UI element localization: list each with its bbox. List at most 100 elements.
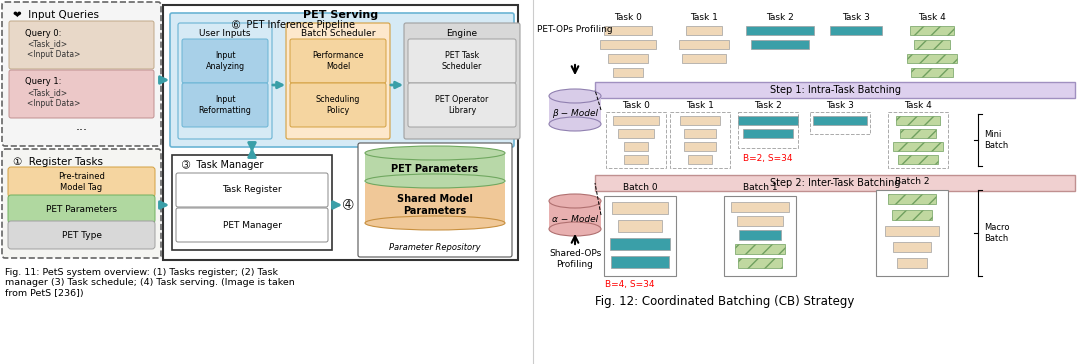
Text: Shared-OPs
Profiling: Shared-OPs Profiling (549, 249, 602, 269)
FancyBboxPatch shape (876, 190, 948, 276)
Text: ①  Register Tasks: ① Register Tasks (13, 157, 103, 167)
FancyBboxPatch shape (170, 13, 514, 147)
Text: Mini
Batch: Mini Batch (984, 130, 1009, 150)
Bar (743, 129, 793, 138)
Bar (746, 26, 814, 35)
Polygon shape (549, 201, 600, 229)
Text: PET Operator
Library: PET Operator Library (435, 95, 488, 115)
Bar (910, 26, 954, 35)
Text: α − Model: α − Model (552, 214, 598, 223)
FancyBboxPatch shape (183, 83, 268, 127)
Text: Engine: Engine (446, 29, 477, 39)
Text: ➂  Task Manager: ➂ Task Manager (183, 160, 264, 170)
Text: Performance
Model: Performance Model (312, 51, 364, 71)
FancyBboxPatch shape (183, 39, 268, 83)
Ellipse shape (365, 146, 505, 160)
FancyBboxPatch shape (8, 195, 156, 223)
Text: Query 1:: Query 1: (25, 78, 62, 87)
FancyBboxPatch shape (9, 21, 154, 69)
Bar (681, 54, 726, 63)
FancyBboxPatch shape (404, 23, 519, 139)
Text: User Inputs: User Inputs (199, 29, 251, 39)
Text: Task 4: Task 4 (918, 13, 946, 23)
Ellipse shape (365, 216, 505, 230)
Bar (739, 230, 781, 240)
Bar (813, 116, 867, 125)
Text: Task 1: Task 1 (686, 100, 714, 110)
FancyBboxPatch shape (888, 112, 948, 168)
Bar (688, 155, 712, 164)
Text: Task 3: Task 3 (842, 13, 869, 23)
Text: Input
Reformatting: Input Reformatting (199, 95, 252, 115)
Bar (611, 256, 669, 268)
FancyBboxPatch shape (9, 70, 154, 118)
Text: Pre-trained
Model Tag: Pre-trained Model Tag (58, 172, 105, 192)
Text: Task Register: Task Register (222, 186, 282, 194)
FancyBboxPatch shape (595, 175, 1075, 191)
FancyBboxPatch shape (2, 149, 161, 258)
Bar (618, 129, 654, 138)
Ellipse shape (549, 194, 600, 208)
Bar (610, 238, 670, 250)
FancyBboxPatch shape (606, 112, 666, 168)
Text: PET Type: PET Type (62, 230, 102, 240)
Bar (731, 202, 789, 212)
Bar (912, 68, 953, 77)
Bar (680, 116, 720, 125)
Text: Fig. 12: Coordinated Batching (CB) Strategy: Fig. 12: Coordinated Batching (CB) Strat… (595, 295, 854, 308)
Bar (892, 210, 932, 220)
Bar (888, 194, 936, 204)
Text: Step 2: Inter-Task Batching: Step 2: Inter-Task Batching (770, 178, 901, 188)
Bar (885, 226, 939, 236)
Bar (600, 40, 656, 49)
Text: B=2, S=34: B=2, S=34 (743, 154, 793, 162)
Bar (679, 40, 729, 49)
Text: Task 2: Task 2 (754, 100, 782, 110)
Bar (624, 155, 648, 164)
FancyBboxPatch shape (724, 196, 796, 276)
Bar (684, 142, 716, 151)
Bar (613, 68, 643, 77)
Text: Task 3: Task 3 (826, 100, 854, 110)
FancyBboxPatch shape (286, 23, 390, 139)
Text: PET Task
Scheduler: PET Task Scheduler (442, 51, 482, 71)
Ellipse shape (549, 89, 600, 103)
Bar (738, 116, 798, 125)
Text: Scheduling
Policy: Scheduling Policy (315, 95, 361, 115)
Text: Task 0: Task 0 (622, 100, 650, 110)
Bar (900, 129, 936, 138)
FancyBboxPatch shape (176, 208, 328, 242)
Bar (907, 54, 957, 63)
Bar (684, 129, 716, 138)
Bar (618, 220, 662, 232)
Text: ➃: ➃ (342, 198, 353, 211)
Text: Batch 1: Batch 1 (743, 183, 778, 193)
FancyBboxPatch shape (408, 39, 516, 83)
Text: Shared Model
Parameters: Shared Model Parameters (397, 194, 473, 216)
FancyBboxPatch shape (8, 221, 156, 249)
Bar (893, 142, 943, 151)
FancyBboxPatch shape (738, 112, 798, 148)
FancyBboxPatch shape (8, 167, 156, 197)
Text: <Task_id>
<Input Data>: <Task_id> <Input Data> (27, 39, 80, 59)
Bar (738, 258, 782, 268)
Bar (896, 116, 940, 125)
FancyBboxPatch shape (810, 112, 870, 134)
Ellipse shape (365, 174, 505, 188)
Text: B=4, S=34: B=4, S=34 (605, 280, 654, 289)
FancyBboxPatch shape (163, 5, 518, 260)
Text: ...: ... (76, 120, 87, 134)
Text: Fig. 11: PetS system overview: (1) Tasks register; (2) Task
manager (3) Task sch: Fig. 11: PetS system overview: (1) Tasks… (5, 268, 295, 298)
Polygon shape (365, 183, 505, 223)
Polygon shape (549, 96, 600, 124)
FancyBboxPatch shape (291, 83, 386, 127)
Bar (604, 26, 652, 35)
Bar (608, 54, 648, 63)
Text: Batch 2: Batch 2 (894, 178, 929, 186)
Text: Task 4: Task 4 (904, 100, 932, 110)
FancyBboxPatch shape (595, 82, 1075, 98)
Text: PET-OPs Profiling: PET-OPs Profiling (537, 25, 612, 35)
Bar (613, 116, 659, 125)
FancyBboxPatch shape (176, 173, 328, 207)
Bar (751, 40, 809, 49)
